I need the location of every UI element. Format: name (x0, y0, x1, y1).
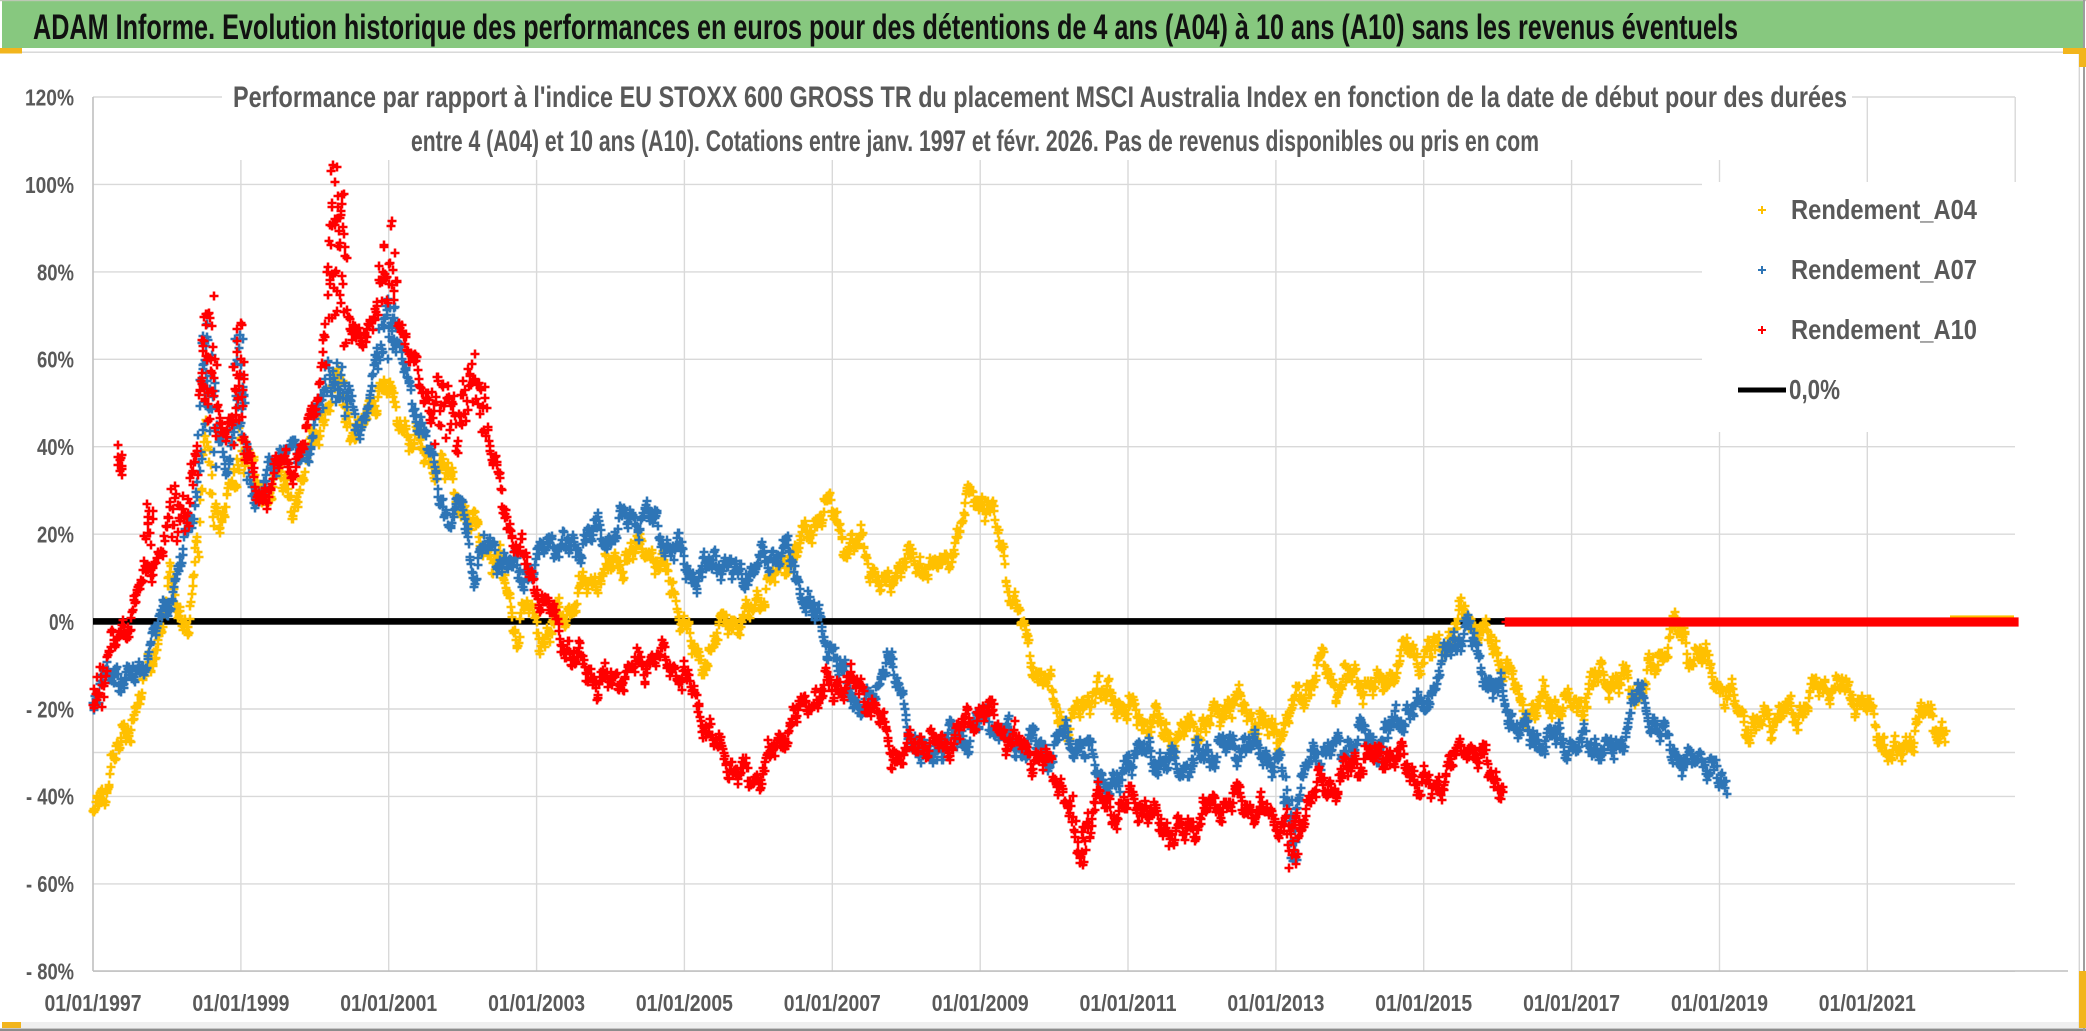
svg-text:01/01/1997: 01/01/1997 (45, 990, 142, 1016)
svg-text:120%: 120% (25, 85, 74, 111)
svg-text:01/01/2019: 01/01/2019 (1671, 990, 1768, 1016)
svg-text:01/01/2007: 01/01/2007 (784, 990, 881, 1016)
svg-text:01/01/2017: 01/01/2017 (1523, 990, 1620, 1016)
svg-text:01/01/1999: 01/01/1999 (192, 990, 289, 1016)
svg-text:0%: 0% (49, 609, 74, 635)
svg-text:- 60%: - 60% (26, 871, 74, 897)
svg-text:entre 4 (A04) et 10 ans (A10).: entre 4 (A04) et 10 ans (A10). Cotations… (411, 125, 1539, 158)
svg-text:ADAM Informe. Evolution histor: ADAM Informe. Evolution historique des p… (33, 8, 1738, 47)
svg-text:Rendement_A04: Rendement_A04 (1791, 194, 1977, 225)
svg-text:01/01/2005: 01/01/2005 (636, 990, 733, 1016)
svg-text:Performance par rapport à l'in: Performance par rapport à l'indice EU ST… (233, 81, 1847, 114)
svg-text:- 40%: - 40% (26, 784, 74, 810)
svg-text:40%: 40% (37, 434, 74, 460)
svg-text:01/01/2003: 01/01/2003 (488, 990, 585, 1016)
svg-text:01/01/2001: 01/01/2001 (340, 990, 437, 1016)
svg-text:01/01/2021: 01/01/2021 (1819, 990, 1916, 1016)
svg-text:01/01/2011: 01/01/2011 (1080, 990, 1177, 1016)
svg-text:01/01/2013: 01/01/2013 (1227, 990, 1324, 1016)
svg-text:- 80%: - 80% (26, 959, 74, 985)
svg-text:0,0%: 0,0% (1789, 374, 1840, 405)
svg-text:80%: 80% (37, 259, 74, 285)
svg-text:60%: 60% (37, 347, 74, 373)
svg-text:Rendement_A07: Rendement_A07 (1791, 254, 1977, 285)
svg-text:20%: 20% (37, 522, 74, 548)
svg-text:01/01/2015: 01/01/2015 (1375, 990, 1472, 1016)
svg-text:Rendement_A10: Rendement_A10 (1791, 314, 1977, 345)
svg-text:100%: 100% (25, 172, 74, 198)
svg-text:- 20%: - 20% (26, 696, 74, 722)
svg-text:01/01/2009: 01/01/2009 (932, 990, 1029, 1016)
